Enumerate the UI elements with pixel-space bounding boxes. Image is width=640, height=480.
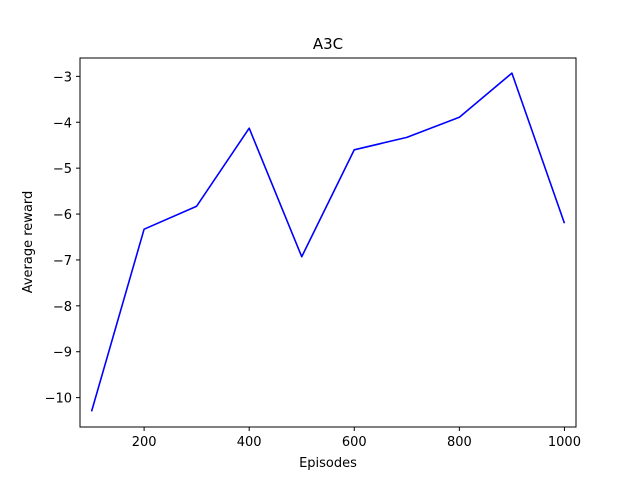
series-line [90,72,566,412]
y-tick-label: −9 [53,346,72,361]
chart-title: A3C [313,35,343,53]
y-tick-label: −10 [45,392,72,407]
y-tick-label: −8 [53,300,72,315]
x-axis: 200 400 600 800 1000 [132,427,581,450]
y-tick-label: −7 [53,254,72,269]
y-tick-label: −3 [53,70,72,85]
y-axis: −10 −9 −8 −7 −6 −5 −4 −3 [45,70,80,407]
plot-frame [79,57,577,428]
y-tick-label: −4 [53,116,72,131]
x-tick-label: 800 [447,435,472,450]
y-tick-label: −6 [53,208,72,223]
x-tick-label: 400 [237,435,262,450]
x-tick-label: 1000 [548,435,581,450]
y-tick-label: −5 [53,162,72,177]
x-tick-label: 600 [342,435,367,450]
x-axis-label: Episodes [299,456,357,471]
x-tick-label: 200 [132,435,157,450]
plot-area [90,72,566,412]
y-axis-label: Average reward [21,191,36,294]
